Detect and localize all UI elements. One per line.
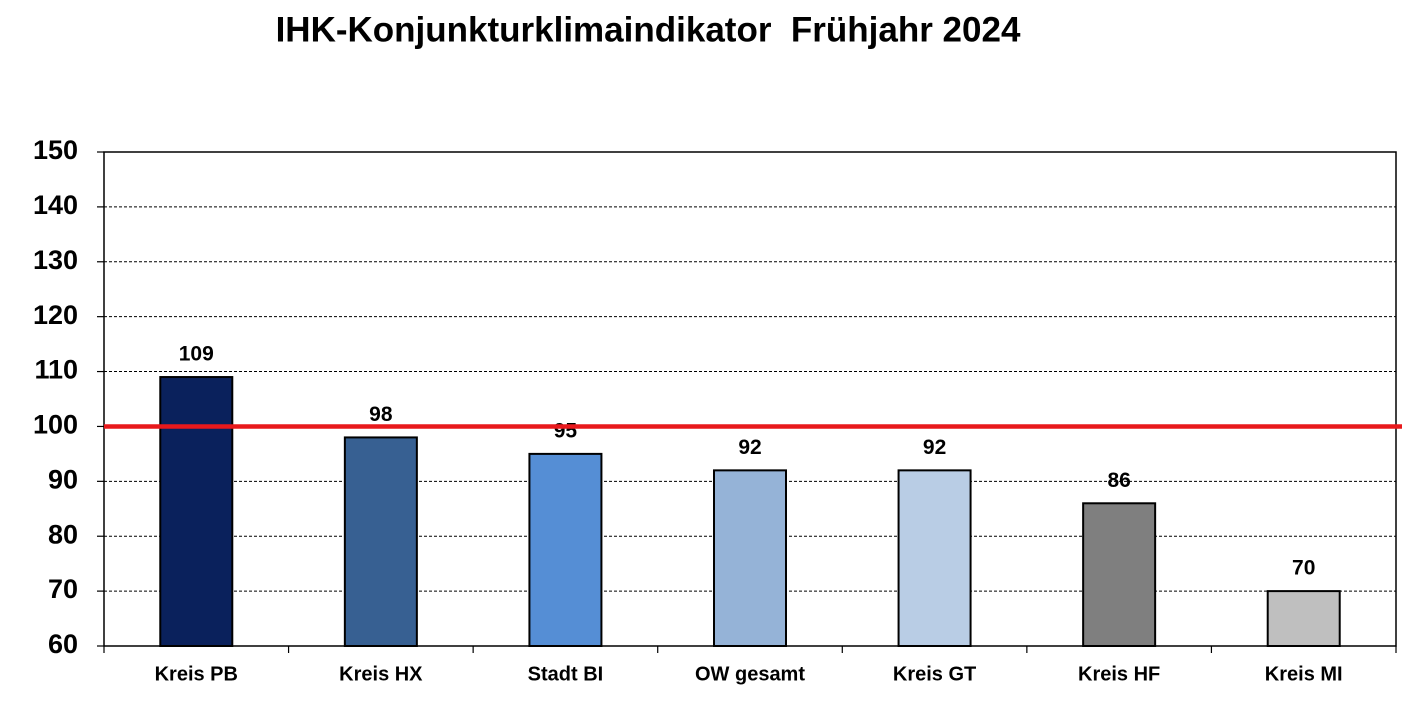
x-tick-label: Stadt BI xyxy=(528,663,604,685)
value-label: 92 xyxy=(738,436,761,459)
value-label: 109 xyxy=(179,343,214,366)
y-tick-label: 90 xyxy=(48,464,78,494)
chart-title: IHK-Konjunkturklimaindikator Frühjahr 20… xyxy=(276,10,1021,49)
bar xyxy=(1266,590,1341,647)
value-label: 98 xyxy=(369,403,393,426)
x-tick-label: Kreis MI xyxy=(1265,663,1343,685)
y-tick-label: 80 xyxy=(48,519,78,549)
x-tick-label: Kreis HX xyxy=(339,663,423,685)
bar xyxy=(159,376,234,647)
x-tick-label: Kreis PB xyxy=(155,663,238,685)
y-tick-label: 120 xyxy=(33,300,78,330)
bar xyxy=(897,469,972,647)
bar xyxy=(343,436,418,647)
value-label: 70 xyxy=(1292,557,1315,580)
y-tick-label: 60 xyxy=(48,629,78,659)
value-label: 92 xyxy=(923,436,946,459)
y-tick-label: 150 xyxy=(33,135,78,165)
bar xyxy=(713,469,787,647)
x-tick-label: Kreis HF xyxy=(1078,663,1160,685)
x-tick-label: OW gesamt xyxy=(695,663,805,685)
y-tick-label: 70 xyxy=(48,574,78,604)
y-tick-label: 110 xyxy=(34,355,78,385)
bar xyxy=(1082,502,1157,647)
bar xyxy=(528,452,603,647)
y-tick-label: 140 xyxy=(33,190,78,220)
value-label: 95 xyxy=(554,419,578,442)
value-label: 86 xyxy=(1107,469,1130,492)
y-tick-label: 130 xyxy=(33,245,78,275)
x-tick-label: Kreis GT xyxy=(893,663,976,685)
y-tick-label: 100 xyxy=(33,410,78,440)
